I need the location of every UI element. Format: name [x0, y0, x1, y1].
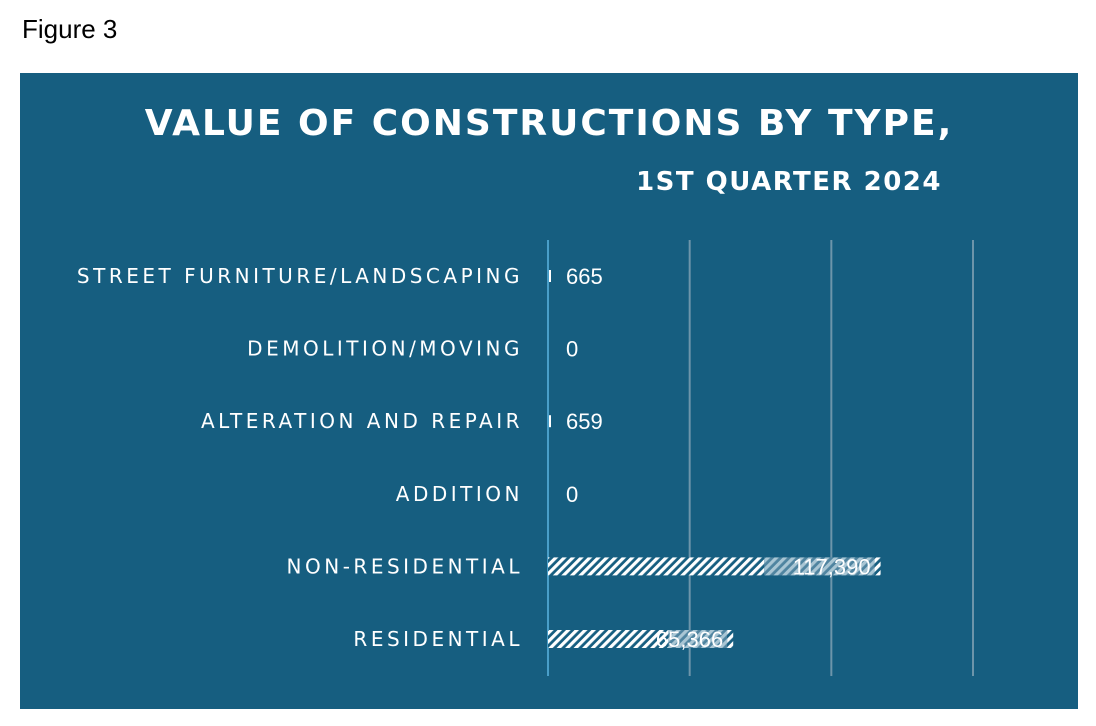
value-label: 117,390 [793, 554, 871, 579]
category-label: ADDITION [396, 482, 523, 506]
bar-chart: STREET FURNITURE/LANDSCAPING 665 DEMOLITIO… [77, 240, 974, 676]
value-label: 0 [566, 337, 578, 362]
bar [549, 415, 551, 428]
bar-tail [764, 557, 875, 576]
bar [549, 270, 551, 282]
bar [548, 557, 765, 576]
chart-panel: VALUE OF CONSTRUCTIONS BY TYPE, 1ST QUAR… [20, 73, 1078, 709]
category-label: ALTERATION AND REPAIR [201, 409, 523, 433]
category-label: NON-RESIDENTIAL [287, 554, 523, 578]
value-label: 65,366 [656, 627, 723, 652]
category-label: STREET FURNITURE/LANDSCAPING [77, 264, 523, 288]
bar-end [874, 557, 881, 576]
value-label: 665 [566, 264, 603, 289]
chart-subtitle: 1ST QUARTER 2024 [636, 167, 942, 197]
bar-tail [668, 630, 728, 648]
bar-end [727, 630, 734, 648]
figure-label: Figure 3 [22, 14, 118, 44]
chart-title: VALUE OF CONSTRUCTIONS BY TYPE, [144, 103, 954, 144]
category-label: RESIDENTIAL [353, 627, 523, 651]
category-label: DEMOLITION/MOVING [247, 337, 523, 361]
value-label: 659 [566, 409, 603, 434]
value-label: 0 [566, 482, 578, 507]
bar [548, 630, 669, 648]
